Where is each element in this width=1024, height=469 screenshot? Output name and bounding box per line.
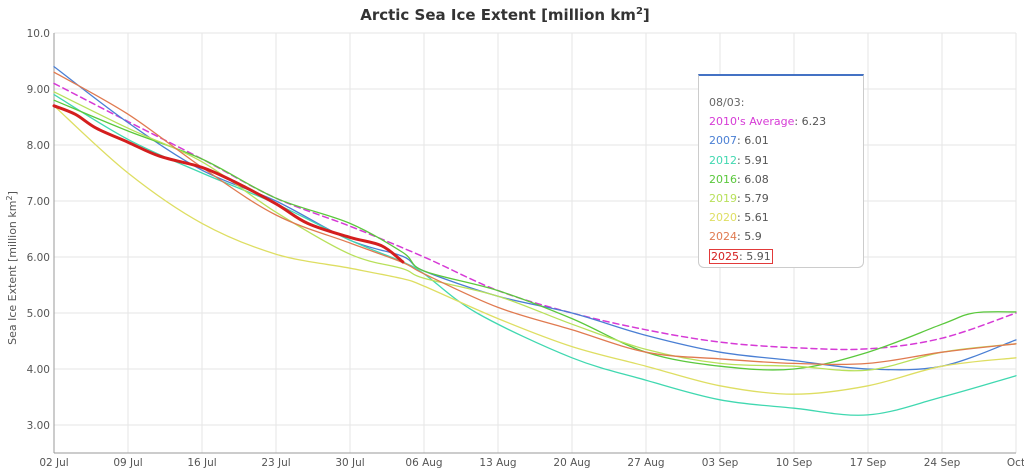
tooltip-row: 2024: 5.9 [709,227,863,246]
tooltip-series-name: 2016 [709,172,737,186]
x-tick-label: 17 Sep [850,457,887,469]
y-tick-label: 4.00 [27,364,50,376]
tooltip-series-name: 2025 [711,249,739,263]
series-line-2020 [53,105,1017,395]
chart-title-end: ] [643,6,650,24]
y-tick-label: 9.00 [27,84,50,96]
tooltip-series-value: : 5.79 [737,192,769,206]
y-axis-label-superscript: 2 [5,195,14,200]
tooltip-series-value: : 6.08 [737,172,769,186]
tooltip-row: 2020: 5.61 [709,208,863,227]
x-tick-label: Oct [1007,457,1024,469]
tooltip-row: 2012: 5.91 [709,151,863,170]
x-tick-label: 06 Aug [405,457,442,469]
series-line-2025 [52,104,405,264]
x-tick-label: 09 Jul [113,457,142,469]
tooltip-series-name: 2020 [709,211,737,225]
x-tick-label: 02 Jul [39,457,68,469]
tooltip-series-name: 2024 [709,230,737,244]
tooltip-series-value: : 5.61 [737,211,769,225]
series-line-2016 [53,99,1017,371]
series-line-2024 [53,71,1017,366]
y-axis-label-end: ] [6,191,19,195]
x-tick-label: 13 Aug [479,457,516,469]
y-axis-label: Sea Ice Extent [million km2] [5,191,19,345]
tooltip-series-value: : 5.91 [739,249,771,263]
tooltip-series-value: : 5.9 [737,230,762,244]
tooltip-series-name: 2019 [709,192,737,206]
x-tick-label: 03 Sep [702,457,739,469]
y-tick-label: 5.00 [27,308,50,320]
tooltip-row: 2010's Average: 6.23 [709,112,863,131]
y-tick-label: 7.00 [27,196,50,208]
tooltip-row: 2025: 5.91 [709,247,863,266]
tooltip-series-value: : 6.23 [794,115,827,129]
hover-tooltip: 08/03: 2010's Average: 6.23 2007: 6.01 201… [698,74,864,268]
tooltip-row: 2007: 6.01 [709,131,863,150]
chart-title-superscript: 2 [636,6,643,17]
series-line-2007 [53,65,1017,371]
chart-title: Arctic Sea Ice Extent [million km2] [360,6,650,24]
tooltip-series-value: : 6.01 [737,134,769,148]
y-tick-label: 10.0 [27,28,50,40]
x-tick-label: 23 Jul [261,457,290,469]
series-line-2019 [53,91,1017,372]
x-tick-label: 30 Jul [335,457,364,469]
y-tick-label: 3.00 [27,420,50,432]
tooltip-series-name: 2010's Average [709,115,795,129]
x-tick-label: 16 Jul [187,457,216,469]
x-tick-label: 24 Sep [924,457,961,469]
series-line-2012 [53,93,1017,416]
tooltip-series-name: 2012 [709,153,737,167]
tooltip-row: 2019: 5.79 [709,189,863,208]
tooltip-series-name: 2007 [709,134,737,148]
y-tick-label: 8.00 [27,140,50,152]
tooltip-date: 08/03: [709,96,745,109]
x-tick-label: 20 Aug [553,457,590,469]
x-tick-label: 27 Aug [627,457,664,469]
tooltip-row: 2016: 6.08 [709,170,863,189]
y-tick-label: 6.00 [27,252,50,264]
x-tick-label: 10 Sep [776,457,813,469]
tooltip-series-value: : 5.91 [737,153,769,167]
